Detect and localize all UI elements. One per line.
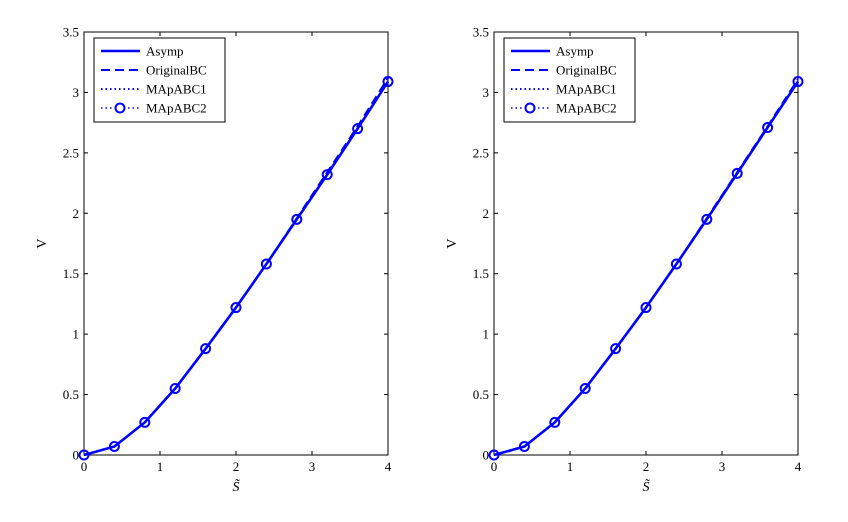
left-plot-panel: 0 1 2 3 4 0 0.5 1 1.5 2 2.5 3 3.5 S̃ V Asymp OriginalBC M… — [35, 25, 394, 495]
panel-0-series-mapabc2-marker — [382, 76, 394, 88]
panel-0-series-mapabc2-marker — [260, 258, 272, 270]
panel-0-series-mapabc1-line — [83, 81, 389, 456]
panel-0-y-tick-label: 3 — [73, 85, 80, 100]
panel-1-x-tick-label: 3 — [719, 459, 726, 474]
panel-0-y-axis-label: V — [35, 238, 50, 248]
panel-0-series-mapabc2-marker — [169, 383, 181, 395]
panel-0-y-tick-label: 0.5 — [63, 387, 79, 402]
panel-0-legend-label-mapabc2: MApABC2 — [146, 101, 207, 116]
panel-1-y-axis-label: V — [445, 238, 460, 248]
panel-1-legend-label-asymp: Asymp — [556, 44, 594, 59]
panel-0-x-tick-label: 2 — [233, 459, 240, 474]
panel-1-series-mapabc2-marker — [488, 449, 500, 461]
panel-1-y-tick-label: 3.5 — [473, 25, 489, 40]
panel-0-series-mapabc2-marker — [108, 441, 120, 453]
panel-1-x-tick-label: 0 — [491, 459, 498, 474]
panel-0-y-tick-label: 1 — [73, 327, 80, 342]
panel-1-series-mapabc2-marker — [762, 121, 774, 133]
panel-0-series-asymp-line — [83, 80, 390, 457]
panel-0-x-tick-label: 0 — [81, 459, 88, 474]
panel-0-legend-marker-mapabc2 — [114, 102, 126, 114]
panel-1-legend-label-originalbc: OriginalBC — [556, 63, 617, 78]
panel-1-y-tick-label: 2.5 — [473, 145, 489, 160]
panel-1-legend-label-mapabc1: MApABC1 — [556, 82, 617, 97]
panel-0-series-mapabc2-marker — [230, 302, 242, 314]
panel-0-x-axis-label: S̃ — [233, 479, 241, 495]
panel-0-series-mapabc2-marker — [200, 343, 212, 355]
panel-1-y-tick-label: 1.5 — [473, 266, 489, 281]
panel-0-x-tick-label: 1 — [157, 459, 164, 474]
panel-1-series-mapabc2-marker — [701, 213, 713, 225]
panel-1-y-tick-label: 0.5 — [473, 387, 489, 402]
panel-1-y-tick-label: 0 — [483, 448, 490, 463]
panel-1-series-mapabc2-line — [493, 81, 799, 456]
panel-1-series-asymp-line — [493, 80, 800, 457]
panel-0-series-mapabc2-line — [83, 81, 389, 456]
panel-1-x-tick-label: 4 — [795, 459, 802, 474]
panel-1-series-mapabc2-marker — [610, 343, 622, 355]
panel-0-y-tick-label: 3.5 — [63, 25, 79, 40]
panel-1-series-mapabc1-line — [493, 80, 799, 456]
panel-1-series-mapabc2-marker — [792, 76, 804, 88]
panel-0-series-mapabc2-marker — [321, 169, 333, 181]
panel-1-y-tick-label: 1 — [483, 327, 490, 342]
panel-0-y-tick-label: 1.5 — [63, 266, 79, 281]
panel-0-x-tick-label: 3 — [309, 459, 316, 474]
panel-1-series-mapabc2-marker — [579, 383, 591, 395]
panel-0-y-tick-label: 2 — [73, 206, 80, 221]
panel-1-series-mapabc2-marker — [518, 441, 530, 453]
panel-1-x-tick-label: 2 — [643, 459, 650, 474]
panel-1-series-mapabc2-marker — [549, 416, 561, 428]
panel-0-series-mapabc2-marker — [352, 123, 364, 135]
panel-1-series-originalbc-line — [493, 78, 799, 456]
panel-1-y-tick-label: 3 — [483, 85, 490, 100]
panel-0-legend-label-asymp: Asymp — [146, 44, 184, 59]
panel-0-legend-label-mapabc1: MApABC1 — [146, 82, 207, 97]
panel-1-legend-label-mapabc2: MApABC2 — [556, 101, 617, 116]
panel-0-series-originalbc-line — [83, 77, 389, 456]
panel-0-legend-label-originalbc: OriginalBC — [146, 63, 207, 78]
panel-0-x-tick-label: 4 — [385, 459, 392, 474]
panel-1-legend-marker-mapabc2 — [524, 102, 536, 114]
panel-0-y-tick-label: 2.5 — [63, 145, 79, 160]
panel-1-series-mapabc2-marker — [640, 302, 652, 314]
panel-1-y-tick-label: 2 — [483, 206, 490, 221]
panel-1-series-mapabc2-marker — [670, 258, 682, 270]
panel-0-series-mapabc2-marker — [139, 416, 151, 428]
panel-1-x-axis-label: S̃ — [643, 479, 651, 495]
right-plot-panel: 0 1 2 3 4 0 0.5 1 1.5 2 2.5 3 3.5 S̃ V Asymp OriginalBC M… — [445, 25, 804, 495]
panel-0-y-tick-label: 0 — [73, 448, 80, 463]
panel-1-series-mapabc2-marker — [731, 167, 743, 179]
panel-0-series-mapabc2-marker — [291, 213, 303, 225]
panel-1-x-tick-label: 1 — [567, 459, 574, 474]
panel-0-series-mapabc2-marker — [78, 449, 90, 461]
